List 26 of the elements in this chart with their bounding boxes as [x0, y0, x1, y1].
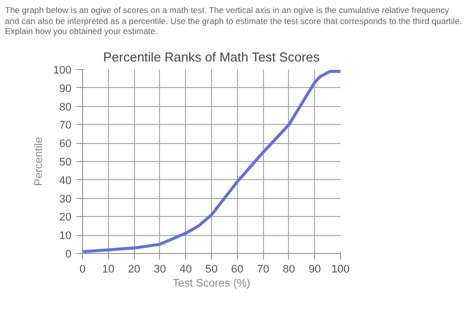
x-tick-label: 80	[282, 263, 296, 276]
y-tick-label: 40	[59, 174, 72, 187]
y-tick-label: 90	[59, 82, 72, 95]
x-tick-label: 10	[102, 263, 114, 276]
x-tick-label: 90	[308, 263, 321, 276]
x-tick-label: 40	[180, 263, 192, 276]
y-tick-label: 100	[53, 64, 72, 76]
chart-title: Percentile Ranks of Math Test Scores	[103, 49, 320, 64]
y-tick-label: 80	[59, 101, 72, 114]
x-tick-label: 100	[331, 263, 350, 276]
y-tick-label: 0	[65, 248, 72, 260]
x-tick-label: 60	[231, 263, 244, 276]
y-tick-label: 10	[59, 230, 72, 242]
x-tick-label: 0	[79, 263, 86, 276]
y-tick-label: 60	[59, 138, 72, 150]
y-tick-label: 20	[59, 212, 72, 224]
text: The graph below is an ogive of scores on a math test. The vertical axis in an ogive is the cumulative relative frequency and can also be interpreted as a percentile. Use the graph to estimate the test score that corresponds to the third quartile. Explain how you obtained your estimate.	[5, 5, 463, 37]
y-tick-label: 70	[59, 120, 72, 132]
y-tick-label: 30	[59, 193, 72, 206]
y-tick-label: 50	[59, 156, 72, 168]
y-axis-title: Percentile	[33, 136, 46, 186]
x-tick-label: 30	[154, 263, 166, 276]
x-tick-label: 20	[128, 263, 140, 276]
x-tick-label: 50	[205, 263, 218, 276]
x-axis-title: Test Scores (%)	[172, 277, 250, 290]
x-tick-label: 70	[256, 263, 270, 276]
